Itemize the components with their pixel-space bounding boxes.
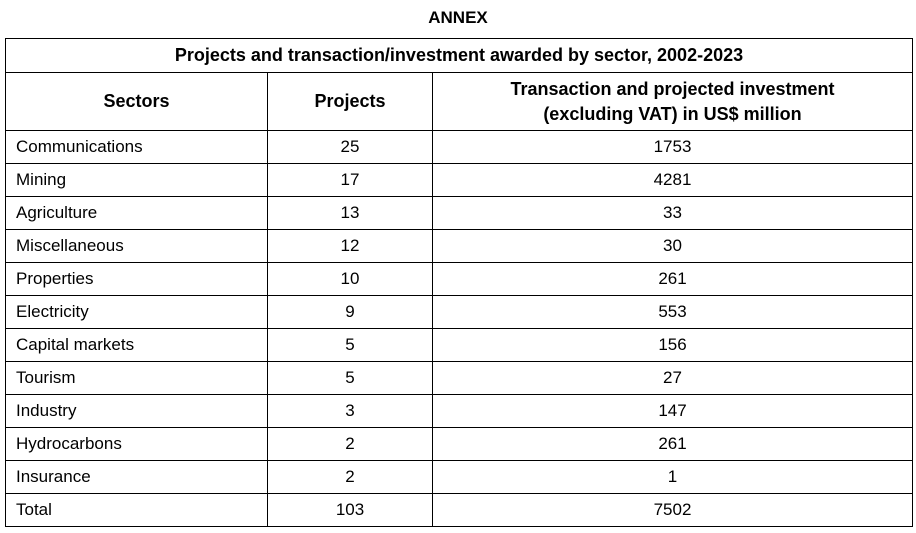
investment-cell: 147 (432, 394, 913, 428)
investment-cell: 27 (432, 361, 913, 395)
projects-cell: 9 (267, 295, 433, 329)
projects-cell: 2 (267, 427, 433, 461)
sector-cell: Capital markets (5, 328, 268, 362)
sector-cell: Communications (5, 130, 268, 164)
investment-cell: 261 (432, 262, 913, 296)
sector-cell: Properties (5, 262, 268, 296)
sector-cell: Electricity (5, 295, 268, 329)
table-caption: Projects and transaction/investment awar… (5, 38, 913, 73)
table-row: Miscellaneous 12 30 (5, 229, 913, 263)
table-body: Communications 25 1753 Mining 17 4281 Agricult… (5, 130, 913, 527)
table-row: Tourism 5 27 (5, 361, 913, 395)
sector-cell: Insurance (5, 460, 268, 494)
investment-cell: 4281 (432, 163, 913, 197)
projects-cell: 3 (267, 394, 433, 428)
projects-cell: 12 (267, 229, 433, 263)
table-row: Properties 10 261 (5, 262, 913, 296)
projects-cell: 25 (267, 130, 433, 164)
table-row: Hydrocarbons 2 261 (5, 427, 913, 461)
investment-cell: 156 (432, 328, 913, 362)
sector-cell: Hydrocarbons (5, 427, 268, 461)
investment-cell: 553 (432, 295, 913, 329)
total-row: Total 103 7502 (5, 493, 913, 527)
table-header-row: Sectors Projects Transaction and project… (5, 72, 913, 131)
table-caption-row: Projects and transaction/investment awar… (5, 38, 913, 73)
table-row: Communications 25 1753 (5, 130, 913, 164)
projects-cell: 5 (267, 361, 433, 395)
annex-title: ANNEX (428, 8, 488, 27)
projects-cell: 103 (267, 493, 433, 527)
sector-cell: Tourism (5, 361, 268, 395)
projects-cell: 13 (267, 196, 433, 230)
sector-cell: Miscellaneous (5, 229, 268, 263)
header-investment-line1: Transaction and projected investment (510, 78, 835, 99)
table-row: Capital markets 5 156 (5, 328, 913, 362)
projects-cell: 10 (267, 262, 433, 296)
investment-cell: 261 (432, 427, 913, 461)
investment-cell: 7502 (432, 493, 913, 527)
table-row: Mining 17 4281 (5, 163, 913, 197)
sector-cell: Total (5, 493, 268, 527)
investment-cell: 33 (432, 196, 913, 230)
projects-cell: 5 (267, 328, 433, 362)
investment-cell: 1 (432, 460, 913, 494)
table-row: Insurance 2 1 (5, 460, 913, 494)
table-row: Agriculture 13 33 (5, 196, 913, 230)
projects-cell: 2 (267, 460, 433, 494)
sector-cell: Industry (5, 394, 268, 428)
sector-cell: Mining (5, 163, 268, 197)
sector-cell: Agriculture (5, 196, 268, 230)
header-projects: Projects (267, 72, 433, 131)
table-row: Industry 3 147 (5, 394, 913, 428)
investment-cell: 30 (432, 229, 913, 263)
investment-cell: 1753 (432, 130, 913, 164)
header-investment-line2: (excluding VAT) in US$ million (543, 103, 802, 124)
header-sectors: Sectors (5, 72, 268, 131)
sector-investment-table: Projects and transaction/investment awar… (5, 38, 913, 527)
projects-cell: 17 (267, 163, 433, 197)
header-investment: Transaction and projected investment (ex… (432, 72, 913, 131)
table-row: Electricity 9 553 (5, 295, 913, 329)
